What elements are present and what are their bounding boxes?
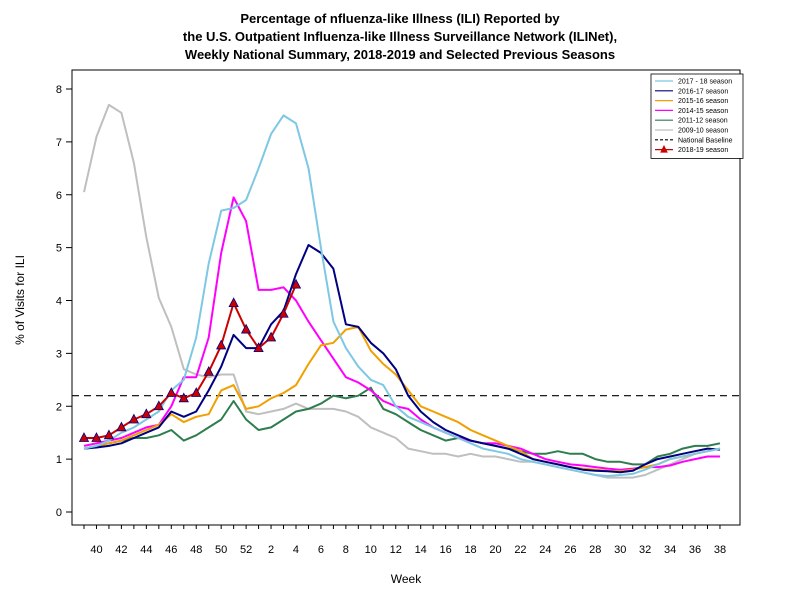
x-tick-label: 50 bbox=[215, 544, 227, 556]
season-2018-19-marker bbox=[228, 297, 239, 308]
season-2018-19-marker bbox=[141, 408, 152, 419]
x-tick-label: 38 bbox=[714, 544, 726, 556]
y-tick-label: 0 bbox=[56, 507, 62, 519]
chart-title-line-3: Weekly National Summary, 2018-2019 and S… bbox=[184, 47, 616, 62]
season-2018-19-marker bbox=[203, 366, 214, 376]
chart-legend: 2017 - 18 season 2016-17 season 2015-16 se… bbox=[650, 73, 744, 159]
x-tick-label: 20 bbox=[489, 544, 501, 556]
y-tick-label: 1 bbox=[56, 454, 62, 466]
season-2018-19-marker bbox=[103, 429, 115, 440]
chart-title-line-1: Percentage of nfluenza-like Illness (ILI… bbox=[240, 11, 560, 26]
season-2018-19-marker bbox=[191, 387, 202, 397]
y-tick-label: 4 bbox=[56, 296, 62, 308]
series-line-3 bbox=[83, 196, 720, 471]
legend-label: 2016-17 season bbox=[678, 88, 728, 95]
legend-label: 2009-10 season bbox=[678, 128, 728, 135]
x-tick-label: 10 bbox=[365, 544, 377, 556]
season-2018-19-marker bbox=[166, 387, 177, 397]
legend-label: National Baseline bbox=[678, 137, 733, 144]
plot-frame bbox=[71, 69, 741, 526]
legend-label: 2018-19 season bbox=[678, 147, 728, 154]
series-markers bbox=[78, 278, 302, 442]
x-tick-label: 30 bbox=[614, 544, 626, 556]
season-2018-19-marker bbox=[290, 278, 302, 289]
series-line-0 bbox=[83, 114, 721, 477]
x-tick-label: 18 bbox=[464, 544, 476, 556]
chart-title: Percentage of nfluenza-like Illness (ILI… bbox=[0, 10, 800, 64]
series-line-4 bbox=[83, 386, 721, 466]
x-tick-label: 44 bbox=[140, 544, 152, 556]
x-tick-label: 24 bbox=[539, 544, 551, 556]
legend-label: 2014-15 season bbox=[678, 108, 728, 115]
y-tick-label: 6 bbox=[56, 190, 62, 202]
x-tick-label: 32 bbox=[639, 544, 651, 556]
season-2018-19-marker bbox=[91, 432, 102, 442]
y-tick-label: 5 bbox=[56, 243, 62, 255]
legend-marker bbox=[660, 144, 668, 153]
season-2018-19-marker bbox=[253, 342, 264, 352]
x-tick-label: 14 bbox=[415, 544, 427, 556]
season-2018-19-marker bbox=[278, 307, 289, 318]
x-tick-label: 52 bbox=[240, 544, 252, 556]
x-tick-label: 22 bbox=[514, 544, 526, 556]
season-2018-19-marker bbox=[240, 323, 252, 334]
season-2018-19-marker bbox=[178, 392, 189, 403]
series-line-2 bbox=[83, 325, 721, 473]
y-tick-label: 2 bbox=[56, 401, 62, 413]
series-lines bbox=[83, 103, 721, 479]
x-tick-label: 28 bbox=[589, 544, 601, 556]
x-tick-label: 46 bbox=[165, 544, 177, 556]
y-tick-label: 7 bbox=[56, 137, 62, 149]
season-2018-19-marker bbox=[128, 413, 140, 424]
legend-box bbox=[650, 73, 744, 159]
season-2018-19-marker bbox=[216, 339, 227, 350]
season-2018-19-marker bbox=[78, 432, 90, 442]
legend-label: 2011-12 season bbox=[678, 118, 728, 125]
x-tick-label: 4 bbox=[293, 544, 299, 556]
series-line-5 bbox=[83, 103, 721, 479]
x-tick-label: 48 bbox=[190, 544, 202, 556]
x-axis-title: Week bbox=[391, 572, 422, 586]
x-tick-label: 36 bbox=[689, 544, 701, 556]
x-tick-label: 16 bbox=[440, 544, 452, 556]
chart-title-line-2: the U.S. Outpatient Influenza-like Illne… bbox=[182, 29, 618, 44]
x-tick-label: 6 bbox=[318, 544, 324, 556]
season-2018-19-marker bbox=[116, 421, 127, 432]
season-2018-19-marker bbox=[153, 400, 164, 411]
x-tick-label: 34 bbox=[664, 544, 676, 556]
x-tick-label: 40 bbox=[90, 544, 102, 556]
x-tick-label: 12 bbox=[390, 544, 402, 556]
y-axis-title: % of Visits for ILI bbox=[13, 255, 27, 345]
legend-label: 2015-16 season bbox=[678, 98, 728, 105]
y-tick-label: 3 bbox=[56, 348, 62, 360]
season-2018-19-marker bbox=[265, 331, 277, 342]
x-tick-label: 8 bbox=[343, 544, 349, 556]
x-tick-label: 26 bbox=[564, 544, 576, 556]
series-line-1 bbox=[83, 244, 721, 474]
x-tick-label: 2 bbox=[268, 544, 274, 556]
x-tick-label: 42 bbox=[115, 544, 127, 556]
y-tick-label: 8 bbox=[56, 84, 62, 96]
legend-label: 2017 - 18 season bbox=[678, 79, 732, 86]
